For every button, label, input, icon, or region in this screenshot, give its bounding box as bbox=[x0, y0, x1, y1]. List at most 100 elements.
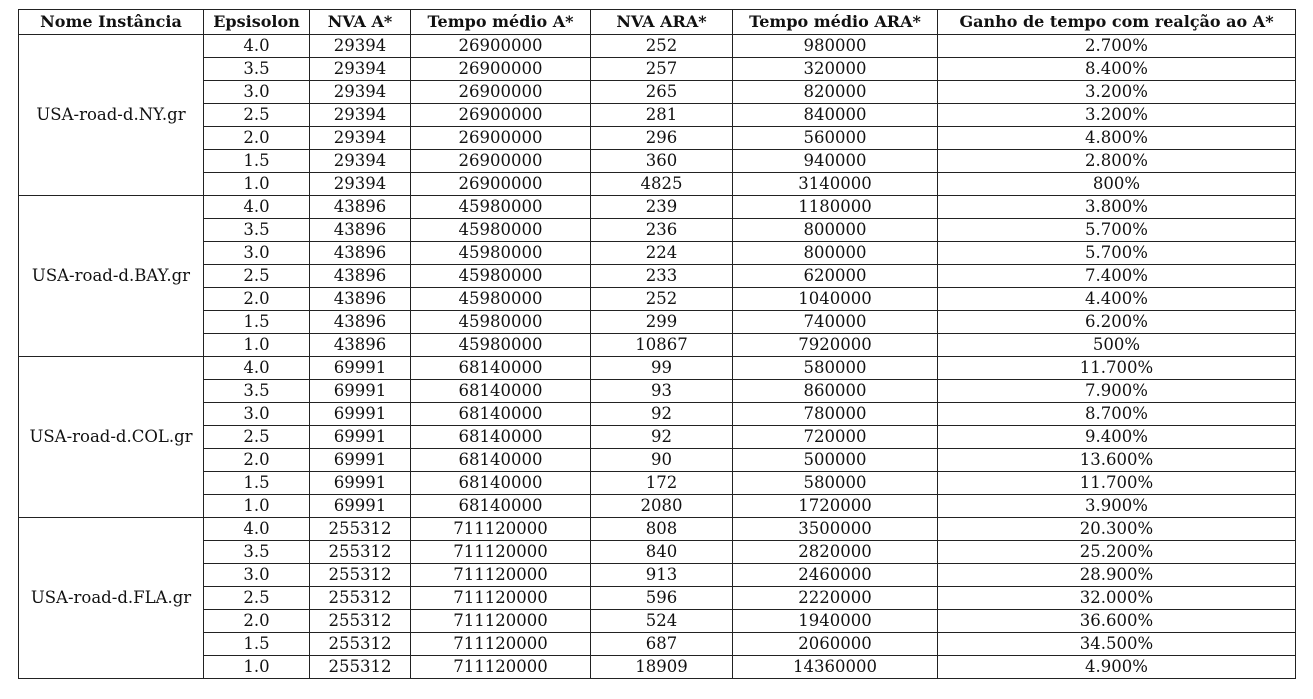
cell-epsilon: 2.5 bbox=[203, 586, 310, 610]
cell-nva-arastar: 224 bbox=[590, 241, 733, 265]
cell-nva-astar: 69991 bbox=[309, 425, 411, 449]
cell-epsilon: 1.5 bbox=[203, 632, 310, 656]
cell-nva-astar: 29394 bbox=[309, 172, 411, 196]
header-avg-time-astar: Tempo médio A* bbox=[410, 9, 591, 35]
cell-nva-arastar: 913 bbox=[590, 563, 733, 587]
cell-epsilon: 3.0 bbox=[203, 402, 310, 426]
cell-time-gain: 6.200% bbox=[937, 310, 1296, 334]
cell-time-gain: 32.000% bbox=[937, 586, 1296, 610]
table-row: 1.0 29394 26900000 4825 3140000 800% bbox=[19, 172, 1296, 196]
cell-avg-time-astar: 45980000 bbox=[410, 287, 591, 311]
cell-avg-time-astar: 26900000 bbox=[410, 149, 591, 173]
cell-time-gain: 20.300% bbox=[937, 517, 1296, 541]
cell-nva-arastar: 4825 bbox=[590, 172, 733, 196]
cell-epsilon: 4.0 bbox=[203, 517, 310, 541]
cell-nva-astar: 69991 bbox=[309, 402, 411, 426]
cell-epsilon: 1.0 bbox=[203, 655, 310, 679]
cell-time-gain: 2.700% bbox=[937, 34, 1296, 58]
cell-nva-astar: 255312 bbox=[309, 632, 411, 656]
cell-nva-astar: 255312 bbox=[309, 609, 411, 633]
cell-avg-time-astar: 68140000 bbox=[410, 402, 591, 426]
cell-nva-arastar: 2080 bbox=[590, 494, 733, 518]
table-row: 2.0 255312 711120000 524 1940000 36.600% bbox=[19, 609, 1296, 633]
table-row: 1.5 43896 45980000 299 740000 6.200% bbox=[19, 310, 1296, 334]
cell-time-gain: 13.600% bbox=[937, 448, 1296, 472]
cell-avg-time-arastar: 780000 bbox=[732, 402, 938, 426]
cell-avg-time-arastar: 580000 bbox=[732, 356, 938, 380]
cell-avg-time-astar: 68140000 bbox=[410, 494, 591, 518]
cell-avg-time-arastar: 800000 bbox=[732, 241, 938, 265]
cell-epsilon: 1.5 bbox=[203, 471, 310, 495]
cell-nva-arastar: 99 bbox=[590, 356, 733, 380]
cell-nva-arastar: 299 bbox=[590, 310, 733, 334]
cell-epsilon: 2.0 bbox=[203, 609, 310, 633]
cell-time-gain: 3.200% bbox=[937, 80, 1296, 104]
cell-nva-astar: 255312 bbox=[309, 586, 411, 610]
table-row: 3.5 69991 68140000 93 860000 7.900% bbox=[19, 379, 1296, 403]
cell-nva-astar: 43896 bbox=[309, 310, 411, 334]
cell-time-gain: 7.900% bbox=[937, 379, 1296, 403]
table-row: 2.5 255312 711120000 596 2220000 32.000% bbox=[19, 586, 1296, 610]
cell-nva-astar: 29394 bbox=[309, 149, 411, 173]
cell-time-gain: 500% bbox=[937, 333, 1296, 357]
table-row: 2.5 43896 45980000 233 620000 7.400% bbox=[19, 264, 1296, 288]
cell-avg-time-astar: 68140000 bbox=[410, 356, 591, 380]
table-row: 1.5 255312 711120000 687 2060000 34.500% bbox=[19, 632, 1296, 656]
cell-nva-arastar: 252 bbox=[590, 34, 733, 58]
cell-avg-time-astar: 26900000 bbox=[410, 103, 591, 127]
cell-time-gain: 3.800% bbox=[937, 195, 1296, 219]
cell-epsilon: 1.0 bbox=[203, 494, 310, 518]
cell-nva-arastar: 252 bbox=[590, 287, 733, 311]
cell-avg-time-astar: 711120000 bbox=[410, 609, 591, 633]
cell-avg-time-arastar: 580000 bbox=[732, 471, 938, 495]
cell-avg-time-astar: 45980000 bbox=[410, 310, 591, 334]
table-row: USA-road-d.NY.gr 4.0 29394 26900000 252 98000… bbox=[18, 34, 1296, 196]
table-row: 1.5 29394 26900000 360 940000 2.800% bbox=[19, 149, 1296, 173]
cell-instance-name: USA-road-d.COL.gr bbox=[18, 356, 204, 518]
header-instance-name: Nome Instância bbox=[18, 9, 204, 35]
cell-nva-arastar: 10867 bbox=[590, 333, 733, 357]
cell-avg-time-arastar: 820000 bbox=[732, 80, 938, 104]
cell-avg-time-astar: 45980000 bbox=[410, 218, 591, 242]
table-row: 2.5 29394 26900000 281 840000 3.200% bbox=[19, 103, 1296, 127]
cell-instance-name: USA-road-d.NY.gr bbox=[18, 34, 204, 196]
cell-nva-arastar: 93 bbox=[590, 379, 733, 403]
cell-avg-time-astar: 26900000 bbox=[410, 80, 591, 104]
cell-epsilon: 4.0 bbox=[203, 195, 310, 219]
cell-epsilon: 3.5 bbox=[203, 540, 310, 564]
cell-avg-time-arastar: 3140000 bbox=[732, 172, 938, 196]
cell-time-gain: 3.900% bbox=[937, 494, 1296, 518]
cell-time-gain: 4.400% bbox=[937, 287, 1296, 311]
cell-epsilon: 1.5 bbox=[203, 310, 310, 334]
header-nva-astar: NVA A* bbox=[309, 9, 411, 35]
cell-avg-time-astar: 45980000 bbox=[410, 195, 591, 219]
cell-nva-astar: 29394 bbox=[309, 103, 411, 127]
cell-nva-arastar: 596 bbox=[590, 586, 733, 610]
cell-time-gain: 28.900% bbox=[937, 563, 1296, 587]
table-row: 1.0 43896 45980000 10867 7920000 500% bbox=[19, 333, 1296, 357]
cell-instance-name: USA-road-d.BAY.gr bbox=[18, 195, 204, 357]
cell-epsilon: 2.5 bbox=[203, 425, 310, 449]
cell-avg-time-arastar: 1940000 bbox=[732, 609, 938, 633]
cell-time-gain: 4.800% bbox=[937, 126, 1296, 150]
table-row: 3.5 29394 26900000 257 320000 8.400% bbox=[19, 57, 1296, 81]
cell-epsilon: 2.0 bbox=[203, 287, 310, 311]
table-row: USA-road-d.COL.gr 4.0 69991 68140000 99 58000… bbox=[18, 356, 1296, 518]
cell-avg-time-arastar: 1720000 bbox=[732, 494, 938, 518]
cell-time-gain: 5.700% bbox=[937, 241, 1296, 265]
cell-avg-time-astar: 45980000 bbox=[410, 264, 591, 288]
cell-time-gain: 2.800% bbox=[937, 149, 1296, 173]
cell-avg-time-arastar: 14360000 bbox=[732, 655, 938, 679]
cell-epsilon: 3.5 bbox=[203, 379, 310, 403]
results-table: Nome Instância Epsisolon NVA A* Tempo mé… bbox=[18, 9, 1296, 679]
cell-epsilon: 3.0 bbox=[203, 563, 310, 587]
table-row: USA-road-d.BAY.gr 4.0 43896 45980000 239 1180… bbox=[18, 195, 1296, 357]
table-header: Nome Instância Epsisolon NVA A* Tempo mé… bbox=[18, 9, 1296, 35]
cell-nva-astar: 29394 bbox=[309, 126, 411, 150]
table-row: 2.0 29394 26900000 296 560000 4.800% bbox=[19, 126, 1296, 150]
cell-time-gain: 800% bbox=[937, 172, 1296, 196]
cell-avg-time-arastar: 840000 bbox=[732, 103, 938, 127]
cell-epsilon: 2.5 bbox=[203, 264, 310, 288]
cell-nva-astar: 69991 bbox=[309, 356, 411, 380]
cell-avg-time-arastar: 7920000 bbox=[732, 333, 938, 357]
